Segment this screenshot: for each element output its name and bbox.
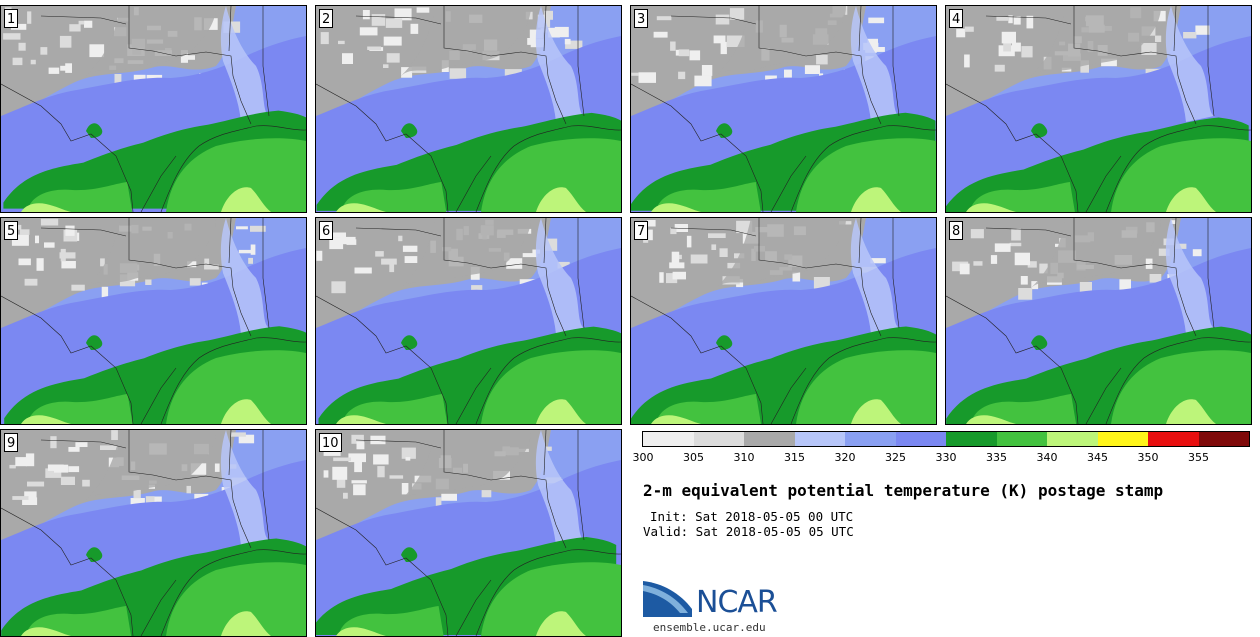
plot-title: 2-m equivalent potential temperature (K)…	[643, 481, 1164, 500]
member-number-label: 6	[319, 221, 334, 240]
ensemble-member-panel: 9	[0, 429, 307, 637]
member-number-label: 9	[4, 433, 19, 452]
colorbar-segment	[1148, 432, 1199, 446]
colorbar-segment	[643, 432, 694, 446]
ensemble-member-panel: 4	[945, 5, 1252, 213]
ensemble-member-panel: 7	[630, 217, 937, 425]
colorbar-segment	[996, 432, 1047, 446]
init-time: Init: Sat 2018-05-05 00 UTC	[650, 509, 854, 524]
member-number-label: 2	[319, 9, 334, 28]
member-number-label: 4	[949, 9, 964, 28]
colorbar-tick-label: 300	[632, 451, 654, 464]
colorbar-segment	[744, 432, 795, 446]
member-number-label: 10	[319, 433, 342, 452]
colorbar	[642, 431, 1250, 447]
ensemble-member-panel: 8	[945, 217, 1252, 425]
member-number-label: 3	[634, 9, 649, 28]
colorbar-segment	[1047, 432, 1098, 446]
colorbar-tick-label: 330	[935, 451, 957, 464]
site-url: ensemble.ucar.edu	[653, 621, 766, 634]
member-number-label: 5	[4, 221, 19, 240]
ensemble-member-panel: 6	[315, 217, 622, 425]
ncar-logo-text: NCAR	[696, 585, 778, 620]
ensemble-member-panel: 5	[0, 217, 307, 425]
colorbar-segment	[693, 432, 744, 446]
colorbar-tick-label: 335	[986, 451, 1007, 464]
colorbar-segment	[895, 432, 946, 446]
colorbar-tick-label: 345	[1087, 451, 1108, 464]
colorbar-segment	[845, 432, 896, 446]
valid-time: Valid: Sat 2018-05-05 05 UTC	[643, 524, 854, 539]
ncar-logo-icon	[643, 581, 692, 617]
colorbar-tick-label: 350	[1137, 451, 1159, 464]
colorbar-tick-label: 315	[784, 451, 805, 464]
ensemble-member-panel: 3	[630, 5, 937, 213]
colorbar-tick-label: 305	[683, 451, 704, 464]
colorbar-tick-label: 340	[1036, 451, 1058, 464]
colorbar-tick-label: 310	[733, 451, 755, 464]
ensemble-member-panel: 1	[0, 5, 307, 213]
ensemble-member-panel: 10	[315, 429, 622, 637]
colorbar-tick-label: 355	[1188, 451, 1209, 464]
colorbar-segment	[946, 432, 997, 446]
ensemble-member-panel: 2	[315, 5, 622, 213]
colorbar-segment	[1198, 432, 1249, 446]
member-number-label: 1	[4, 9, 19, 28]
colorbar-segment	[1097, 432, 1148, 446]
colorbar-segment	[794, 432, 845, 446]
colorbar-tick-label: 320	[834, 451, 856, 464]
member-number-label: 8	[949, 221, 964, 240]
member-number-label: 7	[634, 221, 649, 240]
colorbar-tick-label: 325	[885, 451, 906, 464]
